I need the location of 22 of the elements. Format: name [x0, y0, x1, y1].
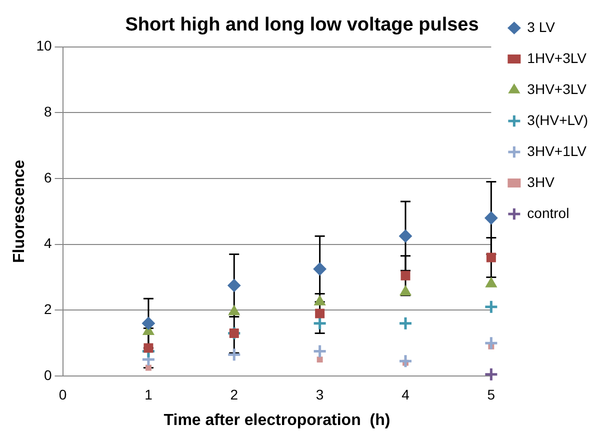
legend-label: 3HV+1LV: [527, 142, 588, 159]
x-tick-label: 1: [144, 386, 153, 402]
x-tick-label: 4: [402, 386, 410, 402]
legend-label: control: [527, 204, 570, 221]
x-axis-title: Time after electroporation (h): [164, 412, 390, 429]
x-tick-label: 3: [316, 386, 324, 402]
x-tick-label: 2: [230, 386, 238, 402]
x-tick-label: 5: [487, 386, 496, 402]
legend-label: 3(HV+LV): [527, 112, 588, 128]
y-tick-label: 10: [36, 38, 52, 54]
y-tick-label: 2: [44, 301, 52, 318]
y-axis-title: Fluorescence: [11, 160, 28, 263]
legend-label: 3 LV: [527, 18, 556, 35]
legend-label: 3HV+3LV: [527, 80, 588, 97]
legend-label: 1HV+3LV: [527, 50, 588, 66]
y-tick-label: 0: [44, 366, 52, 383]
y-tick-label: 4: [44, 235, 52, 252]
x-tick-label: 0: [58, 386, 67, 402]
y-tick-label: 8: [44, 104, 52, 120]
legend-label: 3HV: [527, 174, 556, 190]
y-tick-label: 6: [44, 169, 52, 186]
chart-title: Short high and long low voltage pulses: [125, 14, 479, 36]
